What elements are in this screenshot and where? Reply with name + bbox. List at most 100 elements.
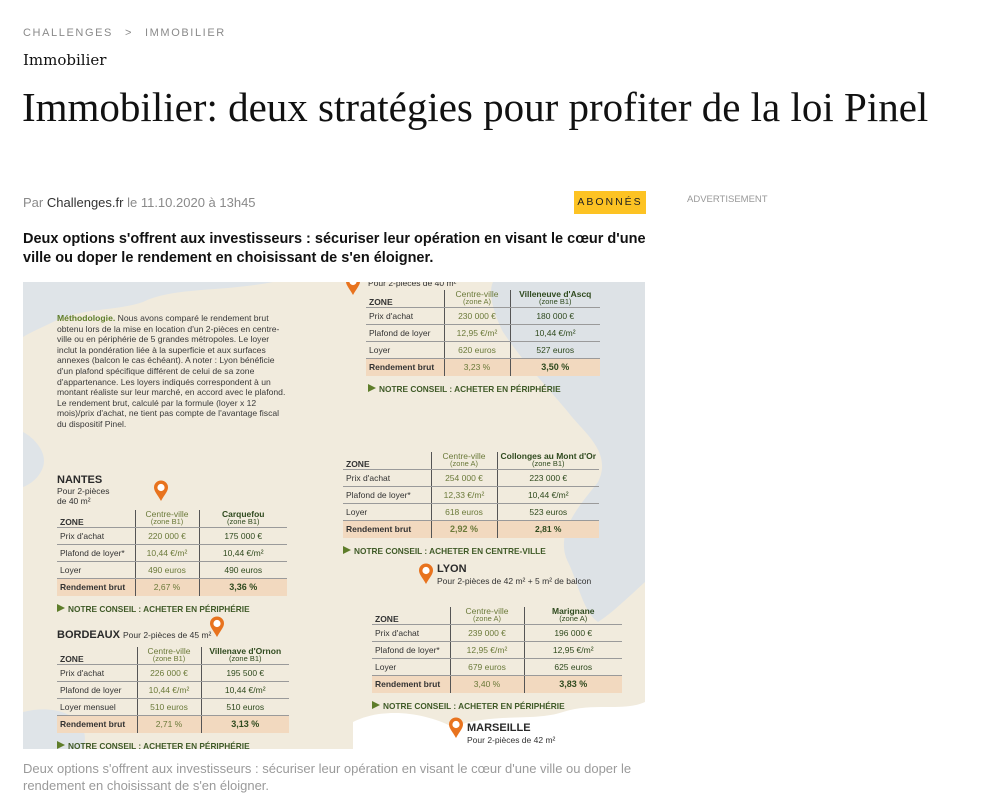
table-header: ZONE Centre-ville (zone A) Collonges au Mon… <box>343 452 600 470</box>
col-label: Villeneuve d'Ascq <box>519 289 592 299</box>
table-row: Plafond de loyer 12,95 €/m² 10,44 €/m² <box>366 324 600 342</box>
col-peripherie: Villenave d'Ornon (zone B1) <box>200 646 289 665</box>
conseil-lille: NOTRE CONSEIL : ACHETER EN PÉRIPHÉRIE <box>368 384 561 394</box>
row-label: Loyer <box>366 341 444 359</box>
city-subtitle: Pour 2-pièces de 40 m² <box>57 486 110 506</box>
col-label: Centre-ville <box>465 606 509 616</box>
article-lead: Deux options s'offrent aux investisseurs… <box>23 231 646 266</box>
conseil-marseille: NOTRE CONSEIL : ACHETER EN PÉRIPHÉRIE <box>372 701 565 711</box>
section-kicker[interactable]: Immobilier <box>23 51 107 69</box>
table-row: Plafond de loyer* 12,33 €/m² 10,44 €/m² <box>343 486 600 504</box>
zone-label: ZONE <box>343 452 431 470</box>
map-pin-icon <box>345 282 361 296</box>
conseil-nantes: NOTRE CONSEIL : ACHETER EN PÉRIPHÉRIE <box>57 604 250 614</box>
breadcrumb-challenges[interactable]: CHALLENGES <box>23 27 113 39</box>
col-zone: (zone B1) <box>226 517 260 526</box>
cell-peripherie: 625 euros <box>523 658 622 676</box>
author-link[interactable]: Challenges.fr <box>46 195 124 210</box>
col-zone: (zone B1) <box>228 654 262 663</box>
row-label: Rendement brut <box>343 520 431 538</box>
cell-centre-ville: 226 000 € <box>136 664 201 682</box>
breadcrumb-separator-icon: > <box>124 27 134 39</box>
cell-centre-ville: 12,33 €/m² <box>430 486 497 504</box>
row-label: Plafond de loyer <box>57 681 137 699</box>
row-label: Plafond de loyer* <box>57 544 135 562</box>
cell-centre-ville: 220 000 € <box>134 527 199 545</box>
row-label: Prix d'achat <box>57 664 137 682</box>
page-title: Immobilier: deux stratégies pour profite… <box>22 84 929 130</box>
table-row: Plafond de loyer 10,44 €/m² 10,44 €/m² <box>57 681 289 699</box>
cell-peripherie: 180 000 € <box>509 307 600 325</box>
col-zone: (zone B1) <box>538 297 572 306</box>
col-peripherie: Carquefou (zone B1) <box>198 509 287 528</box>
conseil-lyon: NOTRE CONSEIL : ACHETER EN CENTRE-VILLE <box>343 546 546 556</box>
col-zone: (zone A) <box>473 614 501 623</box>
table-row: Plafond de loyer* 12,95 €/m² 12,95 €/m² <box>372 641 622 659</box>
table-header: ZONE Centre-ville (zone B1) Villenave d'Orn… <box>57 647 289 665</box>
cell-centre-ville: 254 000 € <box>430 469 497 487</box>
cell-peripherie: 3,50 % <box>509 358 600 376</box>
zone-label: ZONE <box>57 647 137 665</box>
cell-centre-ville: 618 euros <box>430 503 497 521</box>
cell-centre-ville: 679 euros <box>449 658 524 676</box>
col-zone: (zone B1) <box>150 517 184 526</box>
table-row: Prix d'achat 254 000 €223 000 € <box>343 469 600 487</box>
breadcrumb-immobilier[interactable]: IMMOBILIER <box>145 27 226 39</box>
cell-peripherie: 196 000 € <box>523 624 622 642</box>
city-subtitle: Pour 2-pièces de 45 m² <box>123 630 212 640</box>
city-title-nantes: NANTES Pour 2-pièces de 40 m² <box>57 474 117 507</box>
cell-peripherie: 10,44 €/m² <box>509 324 600 342</box>
row-label: Rendement brut <box>57 578 135 596</box>
publish-date: le 11.10.2020 à 13h45 <box>127 195 256 210</box>
cell-peripherie: 3,36 % <box>198 578 287 596</box>
map-pin-icon <box>153 480 169 502</box>
row-label: Loyer <box>372 658 450 676</box>
col-label: Villenave d'Ornon <box>209 646 282 656</box>
col-label: Carquefou <box>222 509 265 519</box>
cell-centre-ville: 2,92 % <box>430 520 497 538</box>
col-zone: (zone A) <box>450 459 478 468</box>
cell-peripherie: 175 000 € <box>198 527 287 545</box>
city-title-lille: Pour 2-pièces de 40 m² <box>368 282 456 289</box>
row-label: Plafond de loyer <box>366 324 444 342</box>
table-row: Loyer 618 euros 523 euros <box>343 503 600 521</box>
row-label: Prix d'achat <box>343 469 431 487</box>
cell-peripherie: 12,95 €/m² <box>523 641 622 659</box>
cell-peripherie: 195 500 € <box>200 664 289 682</box>
table-row: Loyer 679 euros 625 euros <box>372 658 622 676</box>
row-label: Rendement brut <box>372 675 450 693</box>
table-row: Loyer 620 euros 527 euros <box>366 341 600 359</box>
table-row: Rendement brut 3,40 % 3,83 % <box>372 675 622 693</box>
zone-label: ZONE <box>372 607 450 625</box>
cell-centre-ville: 620 euros <box>443 341 510 359</box>
city-title-marseille: MARSEILLE Pour 2-pièces de 42 m² <box>467 722 555 746</box>
map-pin-icon <box>448 717 464 739</box>
col-label: Centre-ville <box>145 509 189 519</box>
col-peripherie: Marignane (zone A) <box>523 607 622 625</box>
city-name: MARSEILLE <box>467 722 531 734</box>
rendement-table-nantes: ZONE Centre-ville (zone B1) Carquefou (zone … <box>57 510 287 596</box>
col-centre-ville: Centre-ville (zone A) <box>430 452 497 470</box>
cell-centre-ville: 12,95 €/m² <box>443 324 510 342</box>
row-label: Prix d'achat <box>372 624 450 642</box>
table-row: Prix d'achat 220 000 €175 000 € <box>57 527 287 545</box>
city-title-lyon: LYON Pour 2-pièces de 42 m² + 5 m² de bal… <box>437 563 591 587</box>
col-centre-ville: Centre-ville (zone A) <box>449 606 524 625</box>
cell-centre-ville: 2,67 % <box>134 578 199 596</box>
col-zone: (zone A) <box>463 297 491 306</box>
col-zone: (zone A) <box>559 614 588 623</box>
col-label: Centre-ville <box>455 289 499 299</box>
map-pin-icon <box>209 616 225 638</box>
methodology-text: Nous avons comparé le rendement brut obt… <box>57 313 286 429</box>
byline: Par Challenges.fr le 11.10.2020 à 13h45 <box>23 195 256 210</box>
conseil-bordeaux: NOTRE CONSEIL : ACHETER EN PÉRIPHÉRIE <box>57 741 250 749</box>
cell-peripherie: 10,44 €/m² <box>496 486 600 504</box>
cell-peripherie: 10,44 €/m² <box>200 681 289 699</box>
cell-centre-ville: 2,71 % <box>136 715 201 733</box>
row-label: Rendement brut <box>57 715 137 733</box>
cell-peripherie: 3,83 % <box>523 675 622 693</box>
row-label: Prix d'achat <box>366 307 444 325</box>
row-label: Rendement brut <box>366 358 444 376</box>
byline-prefix: Par <box>23 195 44 210</box>
cell-peripherie: 510 euros <box>200 698 289 716</box>
